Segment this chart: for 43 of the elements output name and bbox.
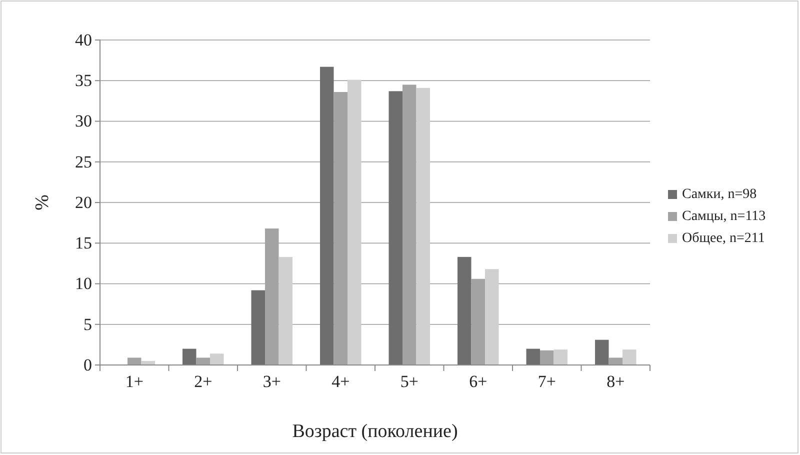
y-tick-label: 25 bbox=[75, 152, 92, 172]
legend-label: Самцы, n=113 bbox=[682, 209, 766, 224]
x-tick-label: 2+ bbox=[194, 372, 212, 392]
y-tick-label: 20 bbox=[75, 192, 92, 212]
bar bbox=[278, 256, 292, 365]
y-tick-label: 15 bbox=[75, 234, 92, 253]
x-tick-label: 8+ bbox=[606, 372, 625, 392]
y-tick-label: 0 bbox=[84, 355, 92, 374]
bar bbox=[388, 91, 402, 365]
bar bbox=[128, 358, 142, 365]
bar bbox=[554, 350, 568, 365]
bar bbox=[458, 256, 472, 365]
bar bbox=[540, 350, 554, 365]
bar bbox=[416, 88, 430, 365]
bar bbox=[485, 269, 499, 365]
y-tick-label: 10 bbox=[75, 274, 92, 294]
x-tick-label: 1+ bbox=[125, 372, 144, 392]
y-tick-label: 35 bbox=[75, 71, 92, 90]
bar bbox=[251, 290, 265, 365]
legend-label: Общее, n=211 bbox=[682, 231, 765, 246]
bar bbox=[608, 358, 622, 365]
bar bbox=[182, 348, 196, 365]
bar bbox=[320, 66, 334, 365]
bar bbox=[595, 340, 609, 365]
y-axis-title: % bbox=[32, 194, 53, 210]
y-tick-label: 40 bbox=[75, 30, 92, 50]
bar bbox=[196, 358, 210, 365]
x-tick-label: 6+ bbox=[469, 372, 488, 392]
y-tick-label: 30 bbox=[75, 112, 92, 131]
x-tick-label: 3+ bbox=[262, 372, 281, 392]
bar bbox=[471, 278, 485, 365]
x-axis-title: Возраст (поколение) bbox=[292, 421, 458, 442]
bar bbox=[210, 354, 224, 365]
bar bbox=[526, 348, 540, 365]
bar bbox=[402, 84, 416, 365]
legend-label: Самки, n=98 bbox=[682, 187, 757, 202]
bar bbox=[622, 350, 636, 365]
bar bbox=[348, 80, 362, 365]
y-tick-label: 5 bbox=[84, 314, 92, 334]
x-tick-label: 5+ bbox=[400, 372, 418, 392]
bar bbox=[334, 92, 348, 365]
x-tick-label: 4+ bbox=[332, 372, 350, 392]
x-tick-label: 7+ bbox=[538, 372, 556, 392]
